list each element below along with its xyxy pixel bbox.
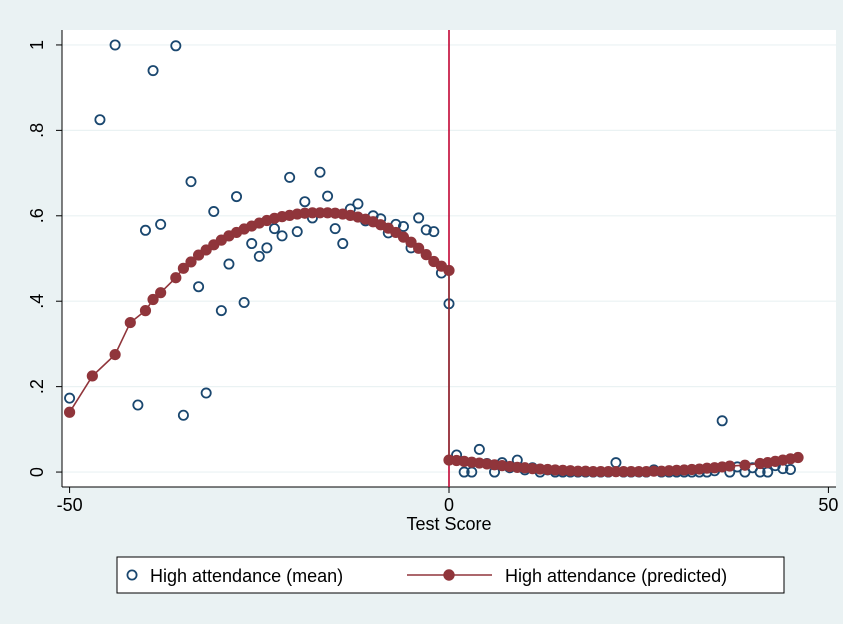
mean-point xyxy=(299,196,311,208)
mean-point xyxy=(420,224,432,236)
legend-pred-label: High attendance (predicted) xyxy=(505,566,727,586)
predicted-point xyxy=(724,460,736,472)
mean-point xyxy=(208,206,220,218)
mean-point xyxy=(200,387,212,399)
predicted-point xyxy=(155,287,167,299)
legend: High attendance (mean) High attendance (… xyxy=(116,556,785,594)
mean-point xyxy=(246,238,258,250)
predicted-point xyxy=(139,305,152,317)
mean-point xyxy=(147,65,159,77)
x-tick-label: -50 xyxy=(57,495,83,515)
mean-point xyxy=(337,238,349,250)
predicted-point xyxy=(443,264,455,277)
mean-point xyxy=(109,39,121,51)
predicted-series xyxy=(63,207,804,478)
mean-point xyxy=(177,409,189,421)
mean-point xyxy=(170,40,182,52)
mean-point xyxy=(132,399,144,411)
y-tick-label: .8 xyxy=(27,123,47,138)
y-tick-label: .4 xyxy=(27,294,47,309)
mean-point xyxy=(322,190,334,202)
y-tick-label: 1 xyxy=(27,40,47,50)
mean-point xyxy=(284,171,296,183)
mean-point xyxy=(473,443,485,455)
x-tick-label: 0 xyxy=(444,495,454,515)
predicted-point xyxy=(86,370,98,382)
y-axis: 0 .2 .4 .6 .8 1 xyxy=(27,30,63,487)
predicted-point xyxy=(185,256,197,268)
mean-point xyxy=(253,250,265,262)
predicted-point xyxy=(63,406,76,418)
mean-point xyxy=(276,230,288,242)
x-tick-label: 50 xyxy=(818,495,838,515)
predicted-point xyxy=(124,316,136,329)
mean-point xyxy=(223,258,235,270)
mean-point xyxy=(215,305,227,317)
y-tick-label: .6 xyxy=(27,208,47,223)
mean-point xyxy=(397,220,409,232)
predicted-point xyxy=(147,293,159,306)
legend-mean-marker xyxy=(126,569,138,581)
mean-point xyxy=(64,392,76,404)
mean-point xyxy=(193,281,205,293)
mean-point xyxy=(238,296,250,308)
mean-point xyxy=(139,224,151,236)
legend-mean-label: High attendance (mean) xyxy=(150,566,343,586)
mean-point xyxy=(155,218,167,230)
x-axis-title: Test Score xyxy=(406,514,491,534)
predicted-point xyxy=(405,236,417,248)
mean-point xyxy=(329,223,341,235)
predicted-point xyxy=(177,262,190,274)
predicted-point xyxy=(413,242,425,254)
legend-pred-marker xyxy=(443,569,455,581)
mean-point xyxy=(428,226,440,238)
mean-point xyxy=(314,166,326,178)
predicted-point xyxy=(792,451,804,464)
mean-point xyxy=(458,466,470,478)
mean-point xyxy=(94,114,106,126)
mean-point xyxy=(291,226,303,238)
y-tick-label: 0 xyxy=(27,467,47,477)
mean-point xyxy=(231,191,243,203)
mean-point xyxy=(352,198,364,210)
mean-point xyxy=(716,415,728,427)
predicted-point xyxy=(420,249,432,261)
predicted-point xyxy=(739,459,751,471)
predicted-point xyxy=(109,348,121,361)
predicted-point xyxy=(170,272,182,284)
mean-point xyxy=(268,223,280,235)
mean-point xyxy=(261,242,273,254)
y-tick-label: .2 xyxy=(27,379,47,394)
mean-point xyxy=(185,176,197,188)
mean-point xyxy=(784,463,796,475)
mean-point xyxy=(413,212,425,224)
